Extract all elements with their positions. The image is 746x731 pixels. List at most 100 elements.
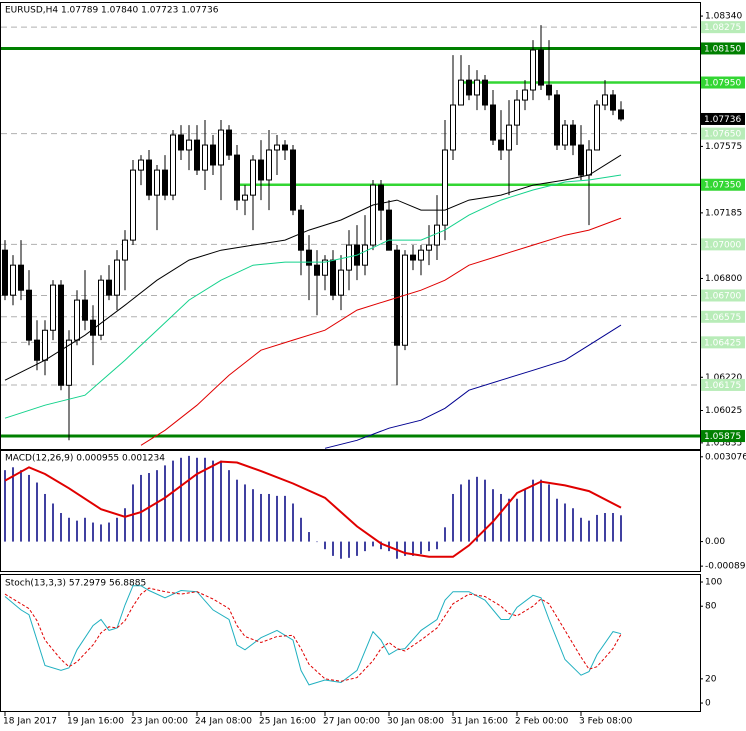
- x-tick-label: 30 Jan 08:00: [387, 717, 444, 727]
- level-label-box: [701, 378, 745, 391]
- macd-bar: [548, 484, 550, 542]
- candle-body: [242, 194, 248, 201]
- macd-bar: [268, 493, 270, 542]
- macd-bar: [132, 484, 134, 542]
- macd-bar: [156, 470, 158, 542]
- y-tick-label: -0.000891: [705, 562, 746, 572]
- macd-bar: [572, 508, 574, 542]
- macd-bar: [100, 524, 102, 542]
- y-tick-label: 20: [705, 674, 717, 684]
- candle-body: [418, 249, 424, 261]
- level-label-box: [701, 127, 745, 140]
- candle-body: [538, 49, 544, 86]
- macd-bar: [12, 467, 14, 542]
- candle-body: [98, 279, 104, 336]
- macd-bar: [500, 493, 502, 542]
- y-tick-label: 100: [705, 578, 722, 588]
- candle-body: [162, 169, 168, 196]
- macd-bar: [596, 514, 598, 542]
- macd-bar: [84, 517, 86, 542]
- level-label-box: [701, 42, 745, 55]
- x-tick-label: 18 Jan 2017: [3, 717, 57, 727]
- panel-title: MACD(12,26,9) 0.000955 0.001234: [5, 454, 165, 464]
- candle-body: [482, 79, 488, 106]
- candle-body: [546, 84, 552, 96]
- macd-bar: [580, 517, 582, 542]
- candle-body: [178, 134, 184, 151]
- macd-bar: [116, 517, 118, 542]
- macd-bar: [372, 541, 374, 547]
- macd-bar: [484, 479, 486, 542]
- candle-body: [194, 139, 200, 171]
- candle-body: [410, 254, 416, 261]
- level-label-box: [701, 76, 745, 89]
- candle-body: [154, 169, 160, 196]
- y-tick-label: 0: [705, 699, 711, 709]
- macd-bar: [196, 457, 198, 542]
- level-label: 1.07350: [704, 181, 741, 191]
- macd-bar: [44, 493, 46, 542]
- x-tick-label: 25 Jan 16:00: [259, 717, 316, 727]
- macd-bar: [380, 541, 382, 550]
- candle-body: [442, 149, 448, 226]
- macd-bar: [356, 541, 358, 556]
- candle-body: [226, 129, 232, 156]
- macd-bar: [532, 479, 534, 542]
- x-tick-label: 19 Jan 16:00: [67, 717, 124, 727]
- candle-body: [146, 159, 152, 196]
- macd-bar: [420, 541, 422, 554]
- moving-average: [4, 174, 622, 419]
- stoch-panel-frame: [0, 574, 701, 712]
- candle-body: [610, 94, 616, 111]
- macd-bar: [52, 503, 54, 542]
- macd-bar: [300, 517, 302, 542]
- macd-bar: [76, 520, 78, 542]
- candle-body: [170, 134, 176, 196]
- candle-body: [2, 249, 8, 296]
- macd-bar: [428, 541, 430, 552]
- candle-body: [130, 169, 136, 241]
- plot-layer: 1.08340 1.07575 1.07185 1.06800 1.06220 1.060…: [1, 6, 746, 727]
- level-label-box: [701, 238, 745, 251]
- y-tick-label: 0.003076: [705, 452, 746, 462]
- level-label-box: [701, 21, 745, 34]
- y-tick-label: 1.05835: [705, 438, 742, 448]
- macd-bar: [284, 495, 286, 542]
- macd-bar: [172, 460, 174, 542]
- macd-bar: [604, 513, 606, 542]
- candle-body: [10, 264, 16, 296]
- candle-body: [250, 159, 256, 196]
- macd-bar: [516, 498, 518, 542]
- candle-body: [322, 259, 328, 276]
- macd-bar: [444, 527, 446, 542]
- candle-body: [82, 299, 88, 321]
- candle-body: [58, 284, 64, 386]
- macd-bar: [204, 457, 206, 542]
- macd-bar: [60, 513, 62, 542]
- y-tick-label: 1.07575: [705, 142, 742, 152]
- candle-body: [450, 104, 456, 151]
- level-label: 1.06700: [704, 291, 741, 301]
- candle-body: [42, 329, 48, 361]
- macd-bar: [612, 513, 614, 542]
- candle-body: [330, 259, 336, 296]
- candle-body: [274, 144, 280, 151]
- candle-body: [506, 124, 512, 151]
- macd-bar: [252, 489, 254, 542]
- candle-body: [386, 209, 392, 251]
- candle-body: [498, 139, 504, 151]
- level-label: 1.06425: [704, 338, 741, 348]
- macd-bar: [4, 470, 6, 542]
- candle-body: [298, 209, 304, 251]
- macd-bar: [108, 522, 110, 542]
- candle-body: [402, 254, 408, 346]
- macd-bar: [260, 493, 262, 542]
- candle-body: [362, 244, 368, 266]
- x-tick-label: 24 Jan 08:00: [195, 717, 252, 727]
- macd-bar: [508, 498, 510, 542]
- x-tick-label: 27 Jan 00:00: [323, 717, 380, 727]
- candle-body: [594, 104, 600, 151]
- macd-bar: [364, 541, 366, 552]
